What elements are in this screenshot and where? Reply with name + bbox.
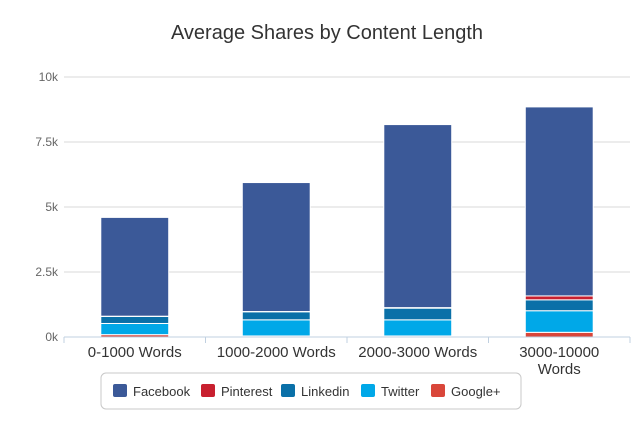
legend-swatch-pinterest xyxy=(201,384,215,397)
bar-twitter xyxy=(242,320,310,336)
x-tick-label: 2000-3000 Words xyxy=(358,344,477,361)
y-tick-label: 10k xyxy=(39,70,59,84)
y-tick-label: 5k xyxy=(45,200,59,214)
legend-label-linkedin: Linkedin xyxy=(301,384,349,399)
bar-google- xyxy=(525,332,593,337)
bar-linkedin xyxy=(384,308,452,320)
bar-facebook xyxy=(384,125,452,308)
bar-linkedin xyxy=(101,316,169,323)
legend-swatch-twitter xyxy=(361,384,375,397)
x-tick-label: 0-1000 Words xyxy=(88,344,182,361)
bar-facebook xyxy=(101,217,169,316)
bar-twitter xyxy=(384,320,452,336)
bar-facebook xyxy=(525,107,593,296)
y-tick-label: 7.5k xyxy=(35,135,59,149)
bar-linkedin xyxy=(525,300,593,311)
bar-twitter xyxy=(101,323,169,334)
legend-label-twitter: Twitter xyxy=(381,384,420,399)
legend-label-google-: Google+ xyxy=(451,384,501,399)
legend-label-pinterest: Pinterest xyxy=(221,384,273,399)
bars-layer xyxy=(101,107,593,337)
legend-label-facebook: Facebook xyxy=(133,384,191,399)
bar-twitter xyxy=(525,311,593,333)
chart-title: Average Shares by Content Length xyxy=(171,22,483,44)
legend-swatch-facebook xyxy=(113,384,127,397)
legend: Facebook Pinterest Linkedin Twitter Google+ xyxy=(101,373,521,409)
bar-linkedin xyxy=(242,312,310,320)
x-tick-label: 1000-2000 Words xyxy=(217,344,336,361)
y-tick-label: 0k xyxy=(45,330,59,344)
legend-swatch-google- xyxy=(431,384,445,397)
legend-swatch-linkedin xyxy=(281,384,295,397)
y-tick-label: 2.5k xyxy=(35,265,59,279)
bar-pinterest xyxy=(525,296,593,300)
bar-facebook xyxy=(242,183,310,312)
